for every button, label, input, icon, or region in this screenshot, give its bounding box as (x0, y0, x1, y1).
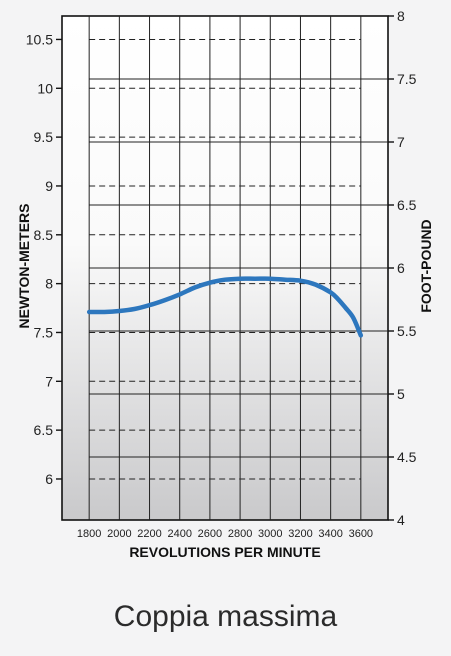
y-tick-label-right: 5 (397, 386, 405, 402)
y-tick-label-right: 6 (397, 260, 405, 276)
x-tick-label: 2400 (167, 528, 191, 540)
y-tick-label-left: 9.5 (34, 129, 54, 145)
y-tick-label-left: 8.5 (34, 227, 54, 243)
y-tick-label-left: 6.5 (34, 422, 54, 438)
y-axis-title-right: FOOT-POUND (418, 219, 434, 312)
x-tick-label: 2000 (107, 528, 131, 540)
y-tick-label-left: 6 (45, 471, 53, 487)
y-tick-label-left: 8 (45, 276, 53, 292)
y-tick-label-right: 7 (397, 134, 405, 150)
y-tick-label-right: 5.5 (397, 323, 417, 339)
y-axis-title-left: NEWTON-METERS (16, 204, 32, 329)
y-tick-label-left: 7.5 (34, 324, 54, 340)
y-tick-label-right: 8 (397, 8, 405, 24)
y-tick-label-right: 4.5 (397, 449, 417, 465)
x-tick-label: 2200 (137, 528, 161, 540)
x-axis-title: REVOLUTIONS PER MINUTE (129, 544, 320, 560)
chart-caption: Coppia massima (113, 600, 338, 633)
y-tick-label-right: 4 (397, 512, 405, 528)
y-tick-label-left: 9 (45, 178, 53, 194)
x-tick-label: 3600 (349, 528, 373, 540)
x-tick-label: 1800 (77, 528, 101, 540)
y-tick-label-left: 7 (45, 373, 53, 389)
torque-series-line (86, 276, 364, 338)
x-tick-label: 3200 (288, 528, 312, 540)
x-tick-label: 3400 (318, 528, 342, 540)
y-tick-label-left: 10.5 (26, 31, 53, 47)
y-tick-label-right: 6.5 (397, 197, 417, 213)
x-tick-label: 2600 (198, 528, 222, 540)
x-tick-label: 3000 (258, 528, 282, 540)
y-tick-label-left: 10 (37, 80, 53, 96)
y-tick-label-right: 7.5 (397, 71, 417, 87)
x-tick-label: 2800 (228, 528, 252, 540)
